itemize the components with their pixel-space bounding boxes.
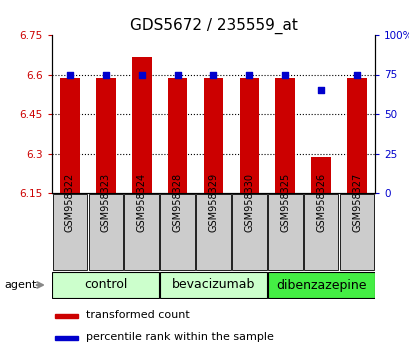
Bar	[55, 336, 78, 340]
Point	[245, 72, 252, 77]
Bar	[167, 79, 187, 193]
Text: GSM958327: GSM958327	[351, 173, 361, 232]
FancyBboxPatch shape	[267, 272, 374, 298]
FancyBboxPatch shape	[124, 194, 159, 270]
Bar	[346, 79, 366, 193]
Text: GSM958323: GSM958323	[101, 173, 110, 232]
Point	[210, 72, 216, 77]
Text: percentile rank within the sample: percentile rank within the sample	[86, 332, 273, 342]
FancyBboxPatch shape	[53, 194, 87, 270]
FancyBboxPatch shape	[160, 194, 194, 270]
Point	[102, 72, 109, 77]
Point	[353, 72, 360, 77]
FancyBboxPatch shape	[160, 272, 266, 298]
Bar	[55, 314, 78, 318]
Bar	[239, 79, 258, 193]
FancyBboxPatch shape	[303, 194, 337, 270]
Point	[317, 87, 324, 93]
FancyBboxPatch shape	[339, 194, 373, 270]
Bar	[60, 79, 80, 193]
Text: bevacizumab: bevacizumab	[171, 279, 254, 291]
Bar	[132, 57, 151, 193]
Text: agent: agent	[4, 280, 36, 290]
FancyBboxPatch shape	[231, 194, 266, 270]
Text: dibenzazepine: dibenzazepine	[275, 279, 366, 291]
Bar	[310, 158, 330, 193]
FancyBboxPatch shape	[88, 194, 123, 270]
FancyBboxPatch shape	[52, 272, 159, 298]
FancyBboxPatch shape	[267, 194, 302, 270]
Point	[67, 72, 73, 77]
Point	[281, 72, 288, 77]
Bar	[203, 79, 223, 193]
Text: control: control	[84, 279, 127, 291]
Title: GDS5672 / 235559_at: GDS5672 / 235559_at	[129, 17, 297, 34]
Text: GSM958326: GSM958326	[315, 173, 326, 232]
Text: GSM958325: GSM958325	[280, 173, 290, 232]
FancyBboxPatch shape	[196, 194, 230, 270]
Text: GSM958322: GSM958322	[65, 173, 75, 232]
Text: GSM958329: GSM958329	[208, 173, 218, 232]
Text: GSM958324: GSM958324	[136, 173, 146, 232]
Text: GSM958328: GSM958328	[172, 173, 182, 232]
Text: transformed count: transformed count	[86, 310, 189, 320]
Bar	[96, 79, 115, 193]
Point	[138, 72, 145, 77]
Point	[174, 72, 180, 77]
Text: GSM958330: GSM958330	[244, 173, 254, 232]
Bar	[275, 79, 294, 193]
